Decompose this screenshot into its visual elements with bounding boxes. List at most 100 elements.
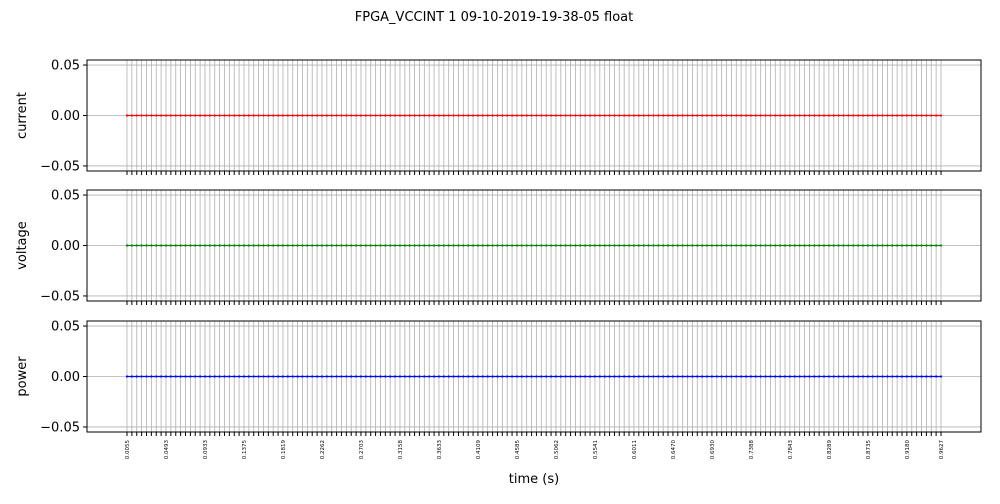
data-point <box>584 244 587 247</box>
data-point <box>779 114 782 117</box>
data-point <box>525 244 528 247</box>
data-point <box>442 244 445 247</box>
data-point <box>740 244 743 247</box>
data-point <box>710 114 714 117</box>
x-tick-label: 0.2703 <box>359 440 365 460</box>
data-point <box>374 375 377 378</box>
x-tick-label: 0.0055 <box>125 440 131 460</box>
data-point <box>730 114 733 117</box>
data-point <box>315 375 319 378</box>
data-point <box>291 244 294 247</box>
data-point <box>447 375 450 378</box>
data-point <box>501 114 504 117</box>
data-point <box>340 114 343 117</box>
data-point <box>827 244 830 247</box>
data-point <box>515 375 519 378</box>
data-point <box>871 375 874 378</box>
data-point <box>471 375 475 378</box>
data-point <box>155 375 158 378</box>
data-point <box>818 114 821 117</box>
data-point <box>896 244 899 247</box>
data-point <box>164 114 168 117</box>
data-point <box>886 375 889 378</box>
data-point <box>379 375 382 378</box>
data-point <box>389 244 392 247</box>
data-point <box>584 375 587 378</box>
x-tick-label: 0.8289 <box>827 440 833 460</box>
data-point <box>184 244 187 247</box>
data-point <box>920 114 923 117</box>
data-point <box>647 114 650 117</box>
data-point <box>501 375 504 378</box>
data-point <box>140 114 143 117</box>
data-point <box>213 114 216 117</box>
data-point <box>710 375 714 378</box>
data-point <box>549 375 553 378</box>
data-point <box>866 375 869 378</box>
data-point <box>272 244 275 247</box>
data-point <box>238 244 241 247</box>
data-point <box>769 375 772 378</box>
y-axis-label-power: power <box>15 356 30 397</box>
data-point <box>705 114 709 117</box>
data-point <box>701 114 704 117</box>
data-point <box>213 375 216 378</box>
data-point <box>208 244 211 247</box>
data-point <box>759 375 762 378</box>
data-point <box>413 114 416 117</box>
data-point <box>915 244 918 247</box>
data-point <box>691 244 694 247</box>
data-point <box>701 244 704 247</box>
data-point <box>861 375 865 378</box>
x-tick-label: 0.0933 <box>203 440 209 460</box>
x-axis-label: time (s) <box>509 472 559 487</box>
data-point <box>871 244 874 247</box>
data-point <box>584 114 587 117</box>
data-point <box>496 375 499 378</box>
data-point <box>238 114 241 117</box>
data-point <box>803 375 806 378</box>
data-point <box>564 375 567 378</box>
data-point <box>267 114 270 117</box>
data-point <box>208 114 211 117</box>
data-point <box>257 114 260 117</box>
data-point <box>627 114 631 117</box>
data-point <box>194 375 197 378</box>
data-point <box>818 375 821 378</box>
data-point <box>174 114 177 117</box>
data-point <box>257 244 260 247</box>
data-point <box>744 375 748 378</box>
x-tick-label: 0.6930 <box>710 440 716 460</box>
data-point <box>915 114 918 117</box>
data-point <box>218 244 221 247</box>
data-point <box>935 375 938 378</box>
data-point <box>345 375 348 378</box>
data-point <box>335 244 338 247</box>
data-point <box>632 244 636 247</box>
x-tick-label: 0.3633 <box>437 440 443 460</box>
data-point <box>925 375 928 378</box>
data-point <box>876 114 879 117</box>
data-point <box>613 244 616 247</box>
data-point <box>160 375 163 378</box>
data-point <box>174 244 177 247</box>
data-point <box>671 114 675 117</box>
chart-title: FPGA_VCCINT 1 09-10-2019-19-38-05 float <box>355 10 633 25</box>
data-point <box>442 114 445 117</box>
data-point <box>837 114 840 117</box>
data-point <box>832 114 835 117</box>
data-point <box>559 114 562 117</box>
data-point <box>803 244 806 247</box>
data-point <box>637 375 640 378</box>
data-point <box>437 114 441 117</box>
data-point <box>939 244 943 247</box>
data-point <box>213 244 216 247</box>
data-point <box>320 114 324 117</box>
data-point <box>510 244 514 247</box>
data-point <box>223 114 226 117</box>
data-point <box>286 375 289 378</box>
data-point <box>379 114 382 117</box>
data-point <box>272 114 275 117</box>
data-point <box>905 375 908 378</box>
data-point <box>203 114 207 117</box>
